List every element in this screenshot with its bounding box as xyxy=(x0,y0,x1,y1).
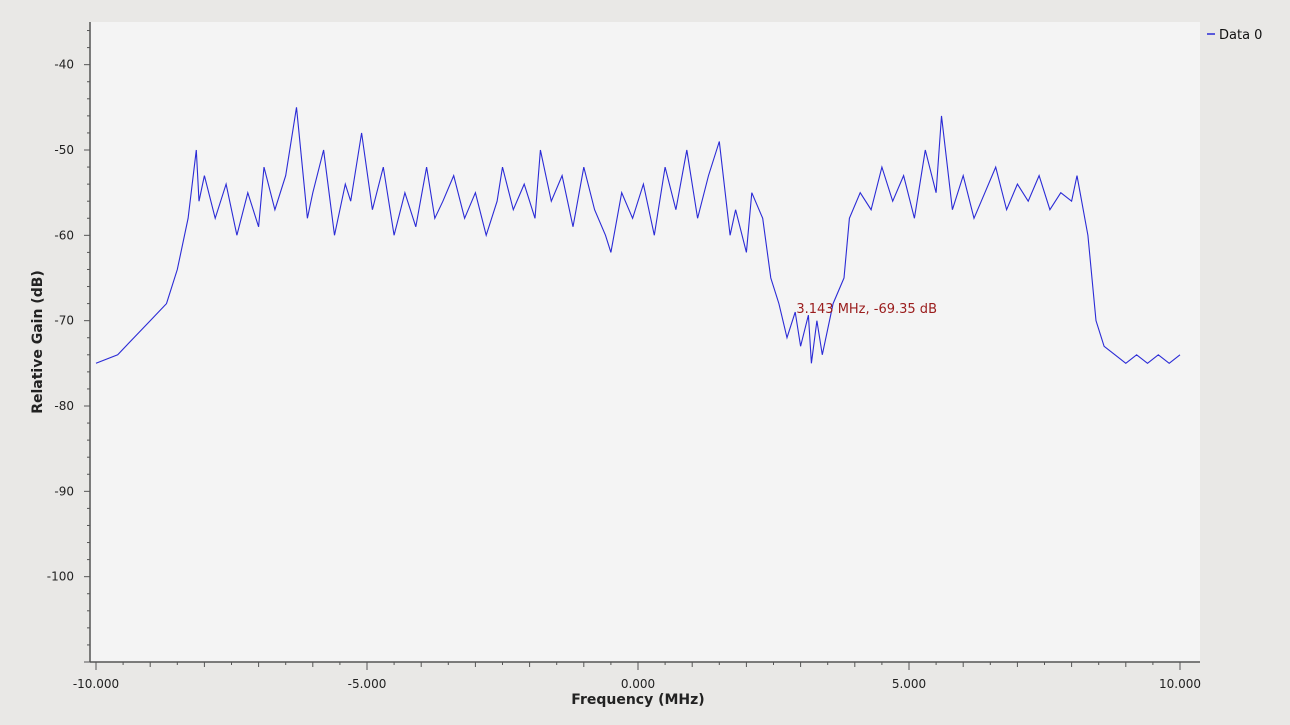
legend-label-data-0: Data 0 xyxy=(1219,28,1262,43)
plot-area[interactable] xyxy=(90,22,1200,662)
x-tick-label: -5.000 xyxy=(348,677,387,691)
x-axis-ticks: -10.000 -5.000 0.000 5.000 10.000 xyxy=(73,662,1201,691)
y-axis-ticks: -40 -50 -60 -70 -80 -90 -100 xyxy=(47,30,90,663)
x-axis-label: Frequency (MHz) xyxy=(571,692,704,708)
series-layer xyxy=(95,107,1181,364)
x-tick-label: 0.000 xyxy=(621,677,655,691)
legend[interactable]: Data 0 xyxy=(1207,28,1262,43)
y-tick-label: -100 xyxy=(47,570,74,584)
y-tick-label: -80 xyxy=(54,399,74,413)
y-tick-label: -60 xyxy=(54,228,74,242)
y-tick-label: -50 xyxy=(54,143,74,157)
x-tick-label: 5.000 xyxy=(892,677,926,691)
y-axis-label: Relative Gain (dB) xyxy=(30,270,46,414)
y-tick-label: -40 xyxy=(54,58,74,72)
x-tick-label: 10.000 xyxy=(1159,677,1201,691)
series-line-data-0 xyxy=(95,107,1181,364)
cursor-marker-label: 3.143 MHz, -69.35 dB xyxy=(796,302,937,317)
y-tick-label: -70 xyxy=(54,314,74,328)
y-tick-label: -90 xyxy=(54,484,74,498)
x-tick-label: -10.000 xyxy=(73,677,119,691)
